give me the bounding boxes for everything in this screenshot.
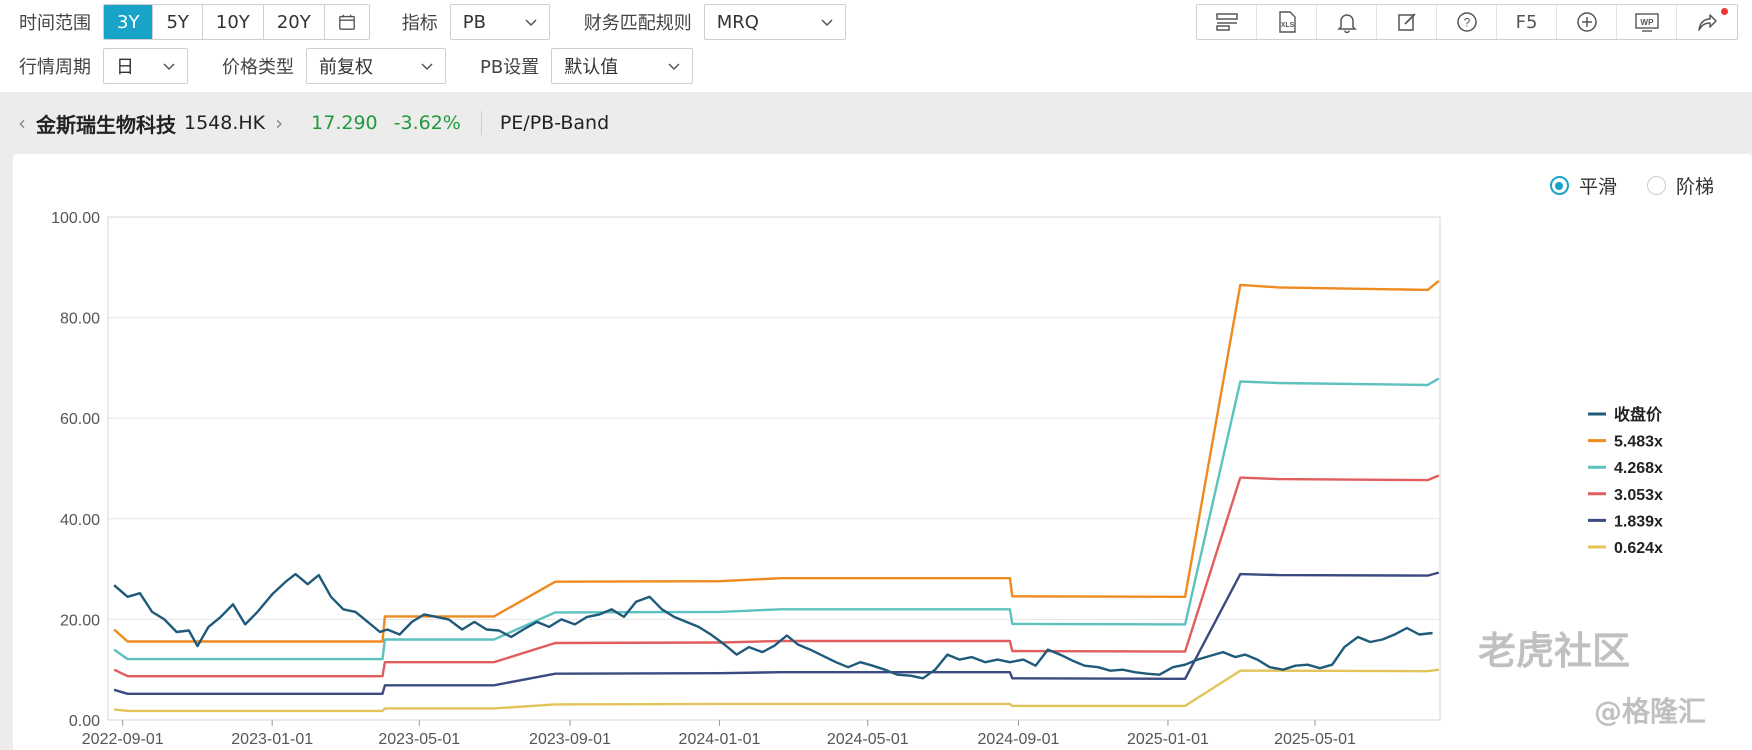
toolbar-row-2: 行情周期 日 价格类型 前复权 PB设置 默认值 xyxy=(0,46,694,86)
x-tick-label: 2023-01-01 xyxy=(231,731,313,748)
toolbar-icon-bar: XLS ? F5 WP xyxy=(1196,4,1738,40)
prev-stock-arrow-icon[interactable]: ‹ xyxy=(18,111,26,135)
f5-text: F5 xyxy=(1515,11,1538,33)
y-tick-label: 20.00 xyxy=(60,612,100,629)
toolbar-row-1: 时间范围 3Y 5Y 10Y 20Y 指标 PB 财务匹配规则 MRQ xyxy=(0,2,846,42)
legend-label: 4.268x xyxy=(1614,460,1663,477)
toolbar: 时间范围 3Y 5Y 10Y 20Y 指标 PB 财务匹配规则 MRQ 行情周期… xyxy=(0,0,1752,92)
stock-price: 17.290 xyxy=(311,112,378,134)
xls-export-icon[interactable]: XLS xyxy=(1257,5,1317,39)
y-tick-label: 60.00 xyxy=(60,411,100,428)
f5-refresh-button[interactable]: F5 xyxy=(1497,5,1557,39)
chevron-down-icon xyxy=(821,19,833,27)
chevron-down-icon xyxy=(668,63,680,71)
price-type-value: 前复权 xyxy=(319,57,373,78)
xls-text: XLS xyxy=(1280,22,1294,29)
legend-label: 5.483x xyxy=(1614,434,1663,451)
x-tick-label: 2024-05-01 xyxy=(827,731,909,748)
x-tick-label: 2024-09-01 xyxy=(978,731,1060,748)
legend-label: 3.053x xyxy=(1614,487,1663,504)
indicator-label: 指标 xyxy=(401,13,438,34)
fin-rule-value: MRQ xyxy=(716,11,759,33)
stock-name: 金斯瑞生物科技 xyxy=(36,112,176,137)
y-tick-label: 40.00 xyxy=(60,512,100,529)
fin-rule-dropdown[interactable]: MRQ xyxy=(703,4,846,40)
series-line-1.839x xyxy=(113,571,1440,695)
y-tick-label: 0.00 xyxy=(69,713,100,730)
legend-label: 收盘价 xyxy=(1614,405,1663,424)
chevron-down-icon xyxy=(163,63,175,71)
watermark-gelonghui: @格隆汇 xyxy=(1594,695,1707,728)
x-tick-label: 2025-01-01 xyxy=(1127,731,1209,748)
watermark-community: 老虎社区 xyxy=(1478,629,1631,673)
indicator-dropdown[interactable]: PB xyxy=(449,4,550,40)
x-tick-label: 2023-09-01 xyxy=(529,731,611,748)
chart-panel: 平滑 阶梯 xyxy=(13,154,1752,750)
bell-icon[interactable] xyxy=(1317,5,1377,39)
share-icon[interactable] xyxy=(1677,5,1737,39)
radio-unselected-icon xyxy=(1646,176,1666,195)
time-range-label: 时间范围 xyxy=(19,13,91,34)
pb-setting-label: PB设置 xyxy=(480,57,540,78)
mode-title: PE/PB-Band xyxy=(499,112,610,134)
chevron-down-icon xyxy=(421,63,433,71)
series-line-4.268x xyxy=(113,377,1440,661)
step-option[interactable]: 阶梯 xyxy=(1646,172,1714,199)
divider xyxy=(480,111,482,135)
time-range-20y-button[interactable]: 20Y xyxy=(263,5,325,39)
series-line-收盘价 xyxy=(113,572,1433,680)
period-label: 行情周期 xyxy=(19,57,91,78)
x-tick-label: 2022-09-01 xyxy=(82,731,164,748)
chevron-down-icon xyxy=(525,19,537,27)
next-stock-arrow-icon[interactable]: › xyxy=(275,111,284,135)
legend-label: 0.624x xyxy=(1614,540,1663,557)
stock-header: ‹ 金斯瑞生物科技 1548.HK › 17.290 -3.62% PE/PB-… xyxy=(0,92,1752,154)
time-range-3y-button[interactable]: 3Y xyxy=(104,5,154,39)
smooth-option[interactable]: 平滑 xyxy=(1549,172,1617,199)
plot-frame xyxy=(107,216,1441,721)
notification-dot xyxy=(1721,8,1728,15)
stock-code: 1548.HK xyxy=(184,112,266,134)
price-type-dropdown[interactable]: 前复权 xyxy=(306,48,446,84)
radio-selected-icon xyxy=(1549,176,1569,195)
period-value: 日 xyxy=(116,57,134,78)
time-range-selector: 3Y 5Y 10Y 20Y xyxy=(103,4,370,40)
fin-rule-label: 财务匹配规则 xyxy=(583,13,692,34)
calendar-icon[interactable] xyxy=(324,5,369,39)
time-range-10y-button[interactable]: 10Y xyxy=(202,5,264,39)
step-label: 阶梯 xyxy=(1675,176,1714,198)
series-line-5.483x xyxy=(113,279,1440,643)
x-tick-label: 2024-01-01 xyxy=(679,731,761,748)
y-tick-label: 100.00 xyxy=(51,210,100,227)
pb-setting-dropdown[interactable]: 默认值 xyxy=(551,48,694,84)
series-line-0.624x xyxy=(113,668,1439,713)
y-tick-label: 80.00 xyxy=(60,311,100,328)
stock-change: -3.62% xyxy=(393,112,461,134)
legend-label: 1.839x xyxy=(1614,513,1663,530)
add-icon[interactable] xyxy=(1557,5,1617,39)
x-tick-label: 2023-05-01 xyxy=(378,731,460,748)
help-icon[interactable]: ? xyxy=(1437,5,1497,39)
svg-text:?: ? xyxy=(1463,16,1470,30)
wp-icon[interactable]: WP xyxy=(1617,5,1677,39)
price-type-label: 价格类型 xyxy=(222,57,294,78)
line-style-options: 平滑 阶梯 xyxy=(1520,172,1714,199)
pb-setting-value: 默认值 xyxy=(564,57,619,78)
period-dropdown[interactable]: 日 xyxy=(103,48,188,84)
edit-icon[interactable] xyxy=(1377,5,1437,39)
smooth-label: 平滑 xyxy=(1578,176,1617,198)
wp-text: WP xyxy=(1640,18,1654,27)
x-tick-label: 2025-05-01 xyxy=(1274,731,1356,748)
indicator-value: PB xyxy=(462,11,486,33)
layout-icon[interactable] xyxy=(1197,5,1257,39)
time-range-5y-button[interactable]: 5Y xyxy=(153,5,203,39)
